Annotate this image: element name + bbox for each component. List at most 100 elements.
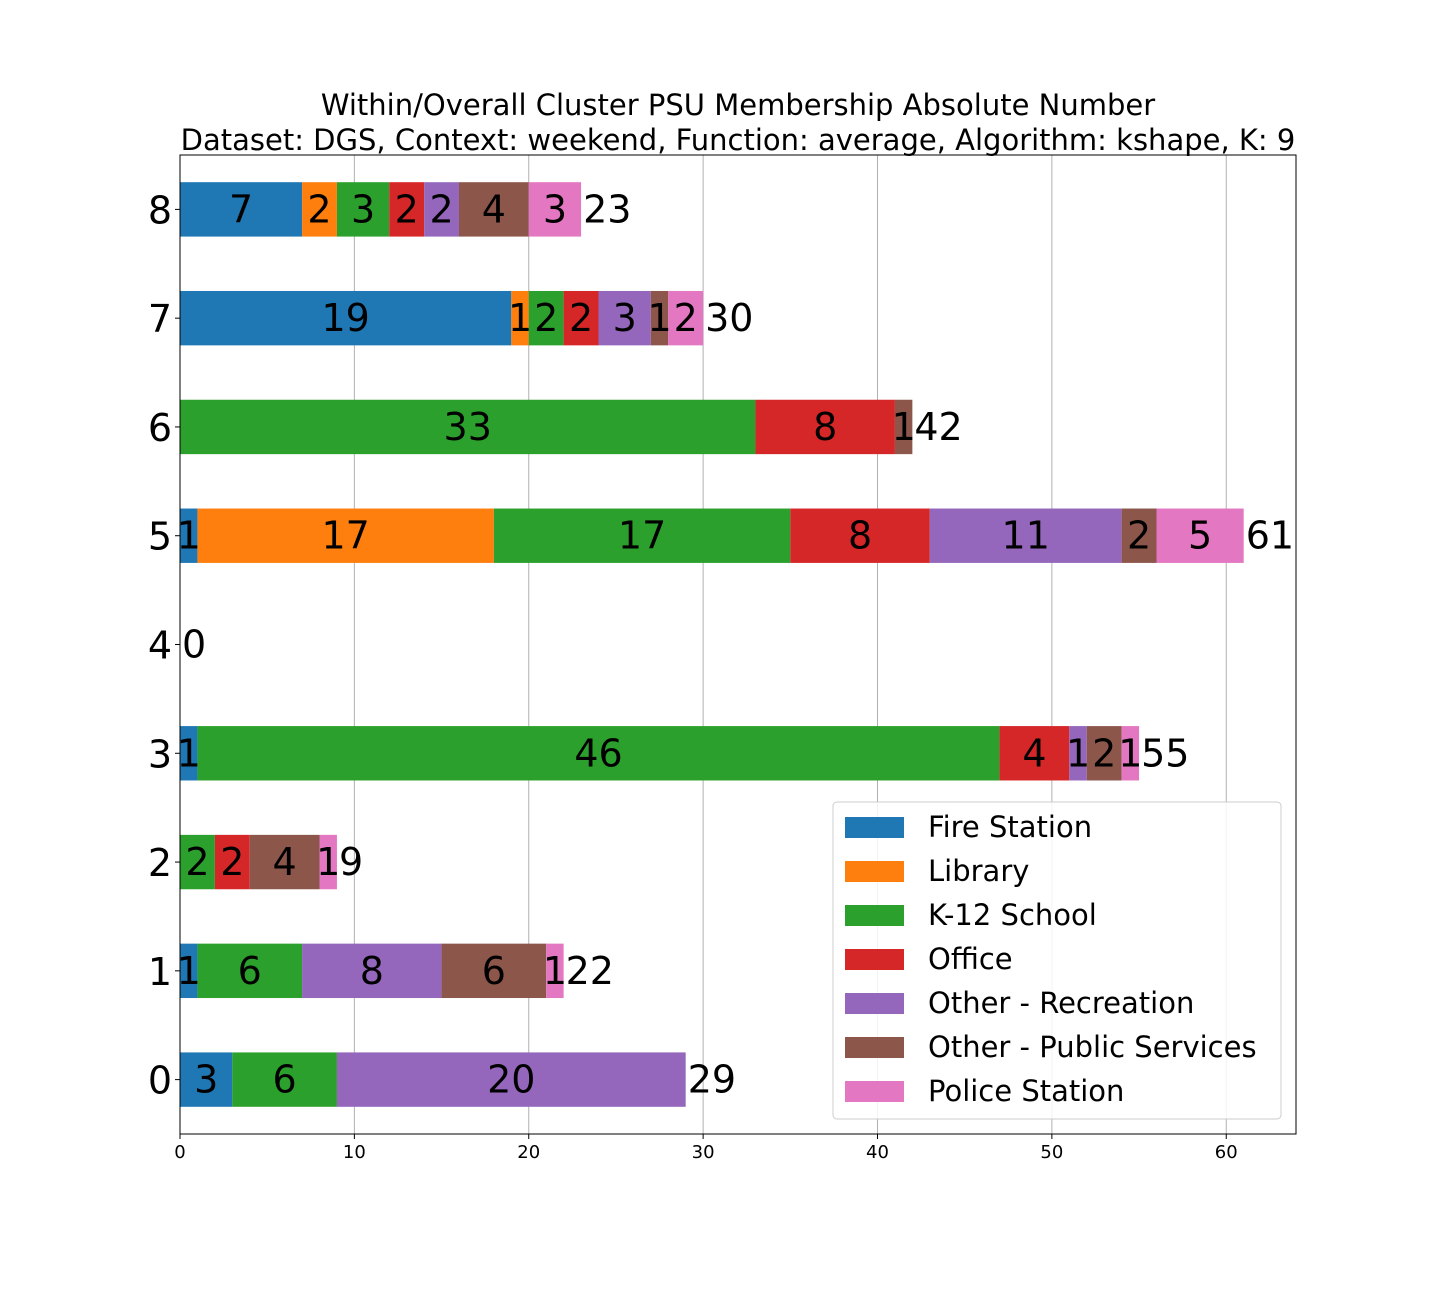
total-value-label: 42	[914, 405, 962, 449]
y-tick-label: 4	[148, 624, 172, 668]
bar-segment	[668, 290, 704, 346]
segment-value-label: 1	[508, 296, 532, 340]
bar-segment	[459, 182, 529, 237]
chart-subtitle: Dataset: DGS, Context: weekend, Function…	[181, 123, 1296, 157]
bar-segment	[1156, 508, 1244, 563]
bar-segment	[197, 726, 1000, 781]
bar-segment	[755, 399, 895, 455]
legend-swatch	[845, 905, 904, 926]
y-tick-label: 1	[148, 950, 172, 994]
segment-value-label: 1	[892, 405, 916, 449]
segment-value-label: 6	[238, 949, 262, 993]
segment-value-label: 2	[307, 187, 331, 231]
segment-value-label: 8	[848, 514, 872, 558]
segment-value-label: 3	[194, 1058, 218, 1102]
legend-swatch	[845, 1037, 904, 1058]
bar-segment	[1086, 726, 1122, 781]
bar-segment	[336, 1052, 686, 1107]
bar-segment	[929, 508, 1122, 563]
legend-swatch	[845, 1081, 904, 1102]
bars	[180, 182, 1244, 1107]
x-tick-label: 0	[174, 1142, 185, 1163]
total-value-label: 55	[1141, 731, 1189, 775]
bar-segment	[511, 290, 529, 346]
legend-swatch	[845, 949, 904, 970]
legend-label: Police Station	[928, 1074, 1124, 1108]
segment-value-label: 8	[360, 949, 384, 993]
bar-segment	[650, 290, 669, 346]
bar-segment	[999, 726, 1070, 781]
bar-segment	[528, 182, 582, 237]
bar-segment	[894, 399, 913, 455]
segment-value-label: 1	[1066, 731, 1090, 775]
y-tick-label: 5	[148, 515, 172, 559]
bar-segment	[180, 508, 198, 563]
x-tick-label: 20	[517, 1142, 540, 1163]
y-tick-label: 0	[148, 1059, 172, 1103]
bar-segment	[180, 182, 303, 237]
segment-value-label: 3	[543, 187, 567, 231]
segment-value-label: 2	[1127, 514, 1151, 558]
segment-value-label: 6	[482, 949, 506, 993]
segment-value-label: 2	[220, 840, 244, 884]
segment-value-label: 1	[177, 949, 201, 993]
bar-segment	[1069, 726, 1087, 781]
y-tick-label: 2	[148, 841, 172, 885]
y-tick-label: 3	[148, 732, 172, 776]
legend-swatch	[845, 993, 904, 1014]
bar-segment	[598, 290, 651, 346]
segment-value-label: 1	[177, 731, 201, 775]
x-tick-label: 60	[1215, 1142, 1238, 1163]
total-value-label: 22	[566, 949, 614, 993]
bar-segment	[197, 943, 303, 999]
legend-label: Other - Recreation	[928, 986, 1194, 1020]
segment-value-label: 1	[647, 296, 671, 340]
bar-segment	[180, 943, 198, 999]
bar-segment	[563, 290, 599, 346]
bar-segment	[790, 508, 930, 563]
segment-value-label: 1	[177, 514, 201, 558]
segment-value-label: 33	[444, 405, 492, 449]
y-tick-label: 6	[148, 406, 172, 450]
bar-segment	[336, 182, 390, 237]
legend-box	[832, 801, 1282, 1120]
total-value-label: 23	[583, 187, 631, 231]
segment-value-label: 2	[534, 296, 558, 340]
segment-value-label: 2	[429, 187, 453, 231]
segment-value-label: 19	[321, 296, 369, 340]
segment-value-label: 3	[613, 296, 637, 340]
segment-value-label: 2	[674, 296, 698, 340]
bar-segment	[232, 1052, 337, 1107]
segment-value-label: 4	[1022, 731, 1046, 775]
segment-value-label: 3	[351, 187, 375, 231]
legend-swatch	[845, 817, 904, 838]
segment-value-label: 46	[574, 731, 622, 775]
bar-segment	[197, 508, 494, 563]
segment-value-label: 11	[1002, 514, 1050, 558]
bar-segment	[1121, 726, 1140, 781]
x-tick-label: 30	[692, 1142, 715, 1163]
legend-label: Other - Public Services	[928, 1030, 1257, 1064]
total-value-label: 30	[705, 296, 753, 340]
bar-segment	[493, 508, 791, 563]
segment-value-label: 4	[482, 187, 506, 231]
legend-label: Fire Station	[928, 810, 1092, 844]
segment-value-label: 2	[1092, 731, 1116, 775]
bar-segment	[528, 290, 564, 346]
segment-value-label: 17	[321, 514, 369, 558]
bar-segment	[389, 182, 425, 237]
legend-label: Office	[928, 942, 1013, 976]
segment-value-label: 1	[1118, 731, 1142, 775]
x-tick-label: 40	[866, 1142, 889, 1163]
segment-value-label: 8	[813, 405, 837, 449]
bar-segment	[441, 943, 547, 999]
bar-segment	[249, 834, 320, 890]
bar-segment	[302, 943, 442, 999]
segment-value-label: 2	[185, 840, 209, 884]
bar-segment	[180, 290, 512, 346]
chart-title: Within/Overall Cluster PSU Membership Ab…	[321, 88, 1155, 122]
